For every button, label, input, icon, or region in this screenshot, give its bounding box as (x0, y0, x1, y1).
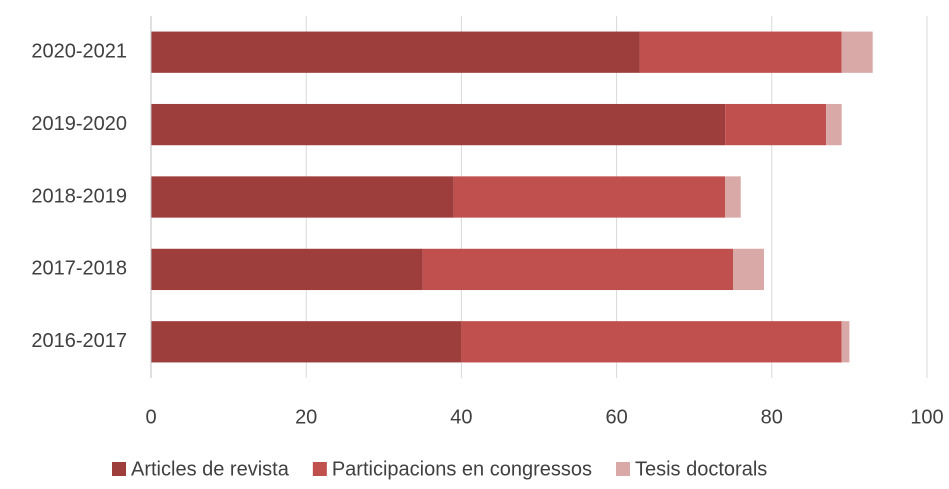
y-tick-label: 2016-2017 (31, 330, 127, 352)
legend-label: Articles de revista (131, 458, 290, 480)
bar-segment (725, 103, 827, 146)
x-tick-label: 0 (145, 406, 156, 428)
bar-segment (639, 31, 842, 73)
bar-segment (151, 103, 726, 146)
legend-label: Participacions en congressos (332, 458, 592, 480)
y-tick-label: 2018-2019 (31, 185, 127, 207)
bar-segment (841, 31, 873, 73)
bar-segment (453, 176, 726, 218)
x-tick-label: 20 (295, 406, 317, 428)
bar-segment (841, 321, 850, 363)
x-tick-label: 60 (605, 406, 627, 428)
x-tick-label: 80 (761, 406, 783, 428)
bar-segment (826, 103, 842, 146)
bar-segment (151, 31, 640, 73)
bar-segment (151, 176, 454, 218)
legend-swatch (112, 462, 126, 476)
bar-segment (461, 321, 842, 363)
legend-swatch (615, 462, 630, 476)
y-tick-label: 2020-2021 (31, 40, 127, 62)
bar-segment (733, 248, 765, 291)
bar-segment (151, 248, 423, 291)
bar-segment (725, 176, 741, 218)
legend-swatch (312, 462, 327, 476)
bar-segment (422, 248, 733, 291)
bar-segment (151, 321, 462, 363)
x-tick-label: 40 (450, 406, 472, 428)
y-tick-label: 2019-2020 (31, 113, 127, 135)
x-tick-label: 100 (910, 406, 943, 428)
y-tick-label: 2017-2018 (31, 258, 127, 280)
legend-label: Tesis doctorals (635, 458, 767, 480)
